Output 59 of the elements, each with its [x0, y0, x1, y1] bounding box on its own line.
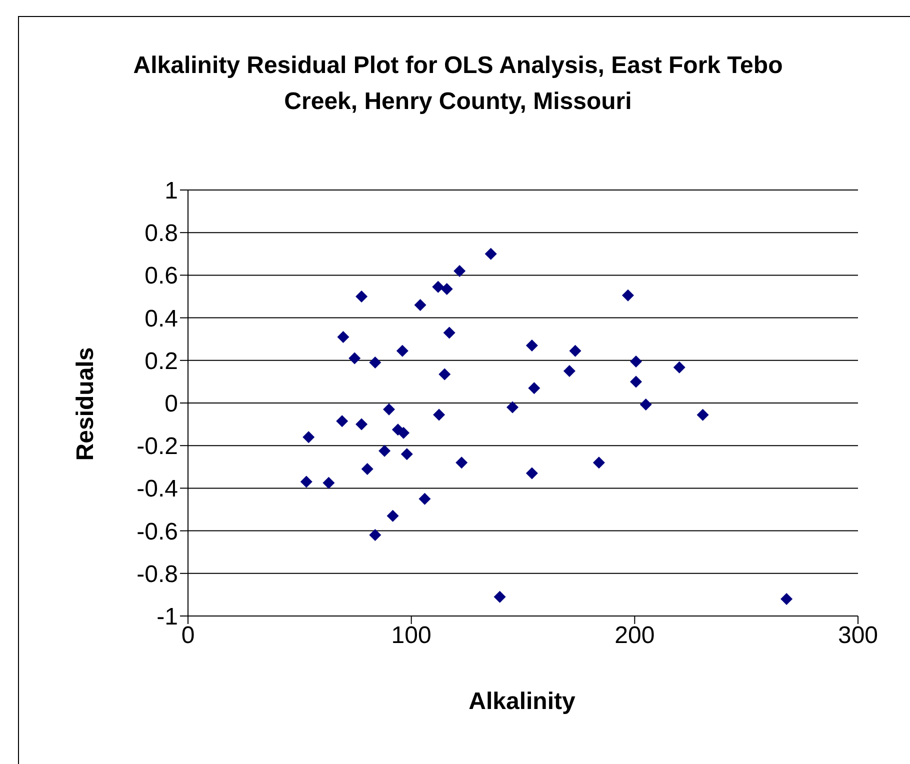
point — [396, 344, 408, 357]
y-tick-label: 0 — [164, 390, 178, 418]
point — [528, 382, 540, 394]
y-tick-label: 0.4 — [144, 305, 178, 332]
point — [300, 476, 312, 488]
point — [348, 352, 361, 364]
point — [302, 431, 315, 444]
x-tick-label: 200 — [614, 622, 655, 650]
point — [433, 408, 446, 421]
point — [418, 492, 431, 505]
y-axis-title: Residuals — [72, 347, 100, 461]
point — [592, 456, 605, 469]
point — [438, 368, 451, 380]
y-tick-label: 0.2 — [144, 348, 178, 375]
point — [440, 283, 453, 296]
y-tick-label: -0.2 — [136, 433, 178, 460]
point — [640, 398, 652, 410]
point — [494, 590, 506, 603]
point — [414, 299, 426, 312]
point — [569, 344, 582, 357]
point — [526, 339, 538, 352]
point — [696, 408, 709, 421]
point — [673, 361, 686, 374]
point — [432, 280, 444, 293]
y-tick-label: 0.8 — [144, 220, 178, 248]
point — [484, 248, 497, 260]
chart-title: Alkalinity Residual Plot for OLS Analysis, East Fork Tebo Creek, Henry County, Missouri — [132, 51, 784, 117]
point — [322, 476, 335, 489]
y-tick-label: -0.8 — [136, 560, 178, 588]
point — [398, 426, 410, 439]
y-tick-label: 1 — [164, 178, 178, 205]
point — [506, 401, 519, 414]
point — [369, 529, 382, 542]
point — [383, 403, 395, 416]
point — [356, 418, 368, 430]
point — [630, 376, 642, 388]
point — [443, 326, 456, 339]
point — [400, 448, 413, 460]
y-tick-label: -1 — [156, 604, 178, 631]
point — [456, 456, 468, 469]
point — [563, 365, 576, 378]
point — [780, 592, 793, 605]
y-tick-label: -0.4 — [136, 476, 178, 503]
point — [630, 355, 642, 368]
point — [356, 290, 368, 302]
point — [336, 415, 348, 428]
point — [622, 289, 634, 302]
point — [454, 264, 466, 277]
x-axis-title: Alkalinity — [468, 688, 576, 716]
x-tick-label: 100 — [391, 622, 432, 650]
y-tick-label: 0.6 — [144, 262, 178, 290]
point — [369, 356, 382, 369]
point — [337, 330, 350, 343]
y-tick-label: -0.6 — [136, 518, 178, 546]
point — [526, 467, 538, 480]
x-tick-label: 300 — [838, 622, 878, 650]
point — [378, 444, 391, 457]
point — [386, 510, 399, 522]
point — [361, 463, 374, 476]
